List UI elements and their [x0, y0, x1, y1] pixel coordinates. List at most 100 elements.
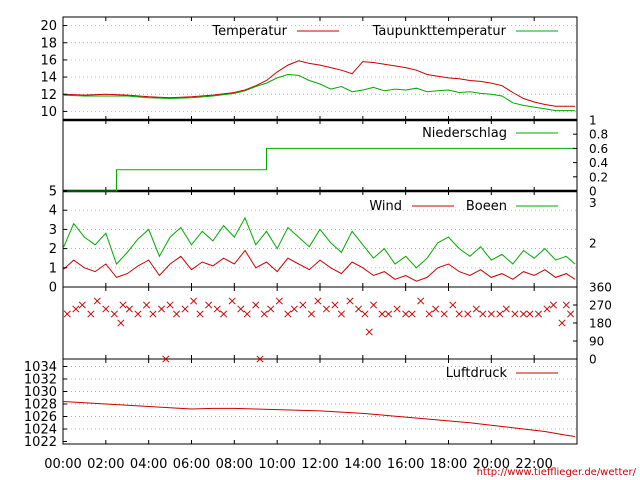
legend-label: Taupunkttemperatur	[372, 24, 507, 39]
y-tick-label: 1034	[24, 360, 57, 375]
y-tick-label: 18	[40, 36, 57, 51]
x-tick-label: 02:00	[87, 457, 124, 472]
x-tick-label: 10:00	[258, 457, 295, 472]
x-tick-label: 18:00	[430, 457, 467, 472]
x-tick-label: 00:00	[44, 457, 81, 472]
x-tick-label: 04:00	[130, 457, 167, 472]
wind-direction-point	[299, 301, 307, 309]
wind-direction-point	[526, 310, 534, 318]
x-tick-label: 20:00	[473, 457, 510, 472]
legend-label: Luftdruck	[446, 366, 508, 381]
y-tick-label: 10	[40, 105, 57, 120]
y-tick-label: 0.6	[589, 142, 608, 156]
wind-direction-point	[181, 305, 189, 313]
wind-direction-point	[472, 305, 480, 313]
y-tick-label: 1022	[24, 435, 57, 450]
wind-direction-point	[322, 305, 330, 313]
y-tick-label: 1024	[24, 423, 57, 438]
grid-lines	[63, 25, 577, 430]
x-tick-label: 22:00	[515, 457, 552, 472]
wind-direction-point	[63, 310, 71, 318]
legend-label: Niederschlag	[422, 126, 507, 141]
wind-direction-point	[346, 297, 354, 305]
wind-direction-point	[102, 305, 110, 313]
wind-direction-point	[519, 310, 528, 318]
series-line-wind-1	[62, 216, 576, 269]
wind-direction-markers	[63, 297, 575, 363]
wind-direction-point	[393, 305, 401, 313]
wind-direction-point	[496, 310, 504, 318]
legend-label: Wind	[369, 199, 402, 214]
wind-direction-point	[378, 310, 386, 318]
wind-direction-point	[408, 310, 416, 318]
series-lines	[62, 60, 576, 437]
y-tick-label: 0	[589, 353, 597, 367]
y-tick-label: 90	[589, 335, 604, 349]
y-tick-label: 16	[40, 53, 57, 68]
wind-direction-point	[260, 310, 268, 318]
wind-direction-point	[534, 310, 543, 318]
wind-direction-point	[543, 305, 551, 313]
y-tick-label: 180	[589, 317, 612, 331]
wind-direction-point	[196, 310, 204, 318]
wind-direction-point	[205, 301, 213, 309]
legend-label: Boeen	[466, 199, 507, 214]
wind-direction-point	[256, 355, 264, 363]
x-tick-label: 08:00	[216, 457, 253, 472]
y-tick-label: 0	[589, 185, 597, 199]
wind-direction-point	[549, 301, 557, 309]
wind-direction-point	[558, 319, 566, 327]
y-tick-label: 0.2	[589, 170, 608, 184]
wind-direction-point	[464, 310, 472, 318]
wind-direction-point	[290, 305, 298, 313]
wind-direction-point	[511, 310, 519, 318]
wind-direction-point	[78, 301, 86, 309]
wind-direction-point	[157, 305, 166, 313]
wind-direction-point	[93, 297, 101, 305]
y-tick-label-right: 2	[589, 236, 597, 250]
y-tick-label: 270	[589, 299, 612, 313]
x-tick-label: 06:00	[173, 457, 210, 472]
wind-direction-point	[142, 301, 151, 309]
wind-direction-point	[237, 305, 245, 313]
wind-direction-point	[220, 310, 228, 318]
wind-direction-point	[243, 310, 251, 318]
series-line-temperature-0	[62, 60, 575, 107]
x-tick-label: 14:00	[344, 457, 381, 472]
tick-labels: 10121416182000.20.40.60.8101234523090180…	[24, 19, 612, 472]
wind-direction-point	[432, 305, 440, 313]
wind-direction-point	[449, 301, 457, 309]
y-tick-label: 14	[40, 71, 57, 86]
wind-direction-point	[162, 355, 170, 363]
y-tick-label: 0.4	[589, 156, 608, 170]
wind-direction-point	[228, 297, 236, 305]
wind-direction-point	[365, 328, 373, 336]
wind-direction-point	[354, 305, 363, 313]
series-line-pressure-0	[62, 401, 575, 437]
y-tick-label: 3	[49, 223, 57, 238]
legends: Temperatur Taupunkttemperatur Niederschlag…	[211, 24, 558, 381]
wind-direction-point	[417, 297, 425, 305]
wind-direction-point	[190, 297, 198, 305]
y-tick-label: 4	[49, 204, 57, 219]
wind-direction-point	[166, 301, 174, 309]
y-tick-label: 0	[49, 281, 57, 296]
wind-direction-point	[331, 301, 339, 309]
y-tick-label: 1032	[24, 373, 57, 388]
y-tick-label: 1028	[24, 398, 57, 413]
y-tick-label: 360	[589, 281, 612, 295]
wind-direction-point	[267, 305, 275, 313]
wind-direction-point	[172, 310, 181, 318]
y-tick-label-right: 3	[589, 196, 597, 210]
y-tick-label: 1026	[24, 410, 57, 425]
wind-direction-point	[479, 310, 487, 318]
wind-direction-point	[314, 297, 322, 305]
footer-url[interactable]: http://www.tiefflieger.de/wetter/	[477, 467, 637, 478]
wind-direction-point	[337, 310, 345, 318]
x-tick-label: 16:00	[387, 457, 424, 472]
wind-direction-point	[110, 310, 118, 318]
y-tick-label: 2	[49, 242, 57, 257]
y-tick-label: 1030	[24, 385, 57, 400]
